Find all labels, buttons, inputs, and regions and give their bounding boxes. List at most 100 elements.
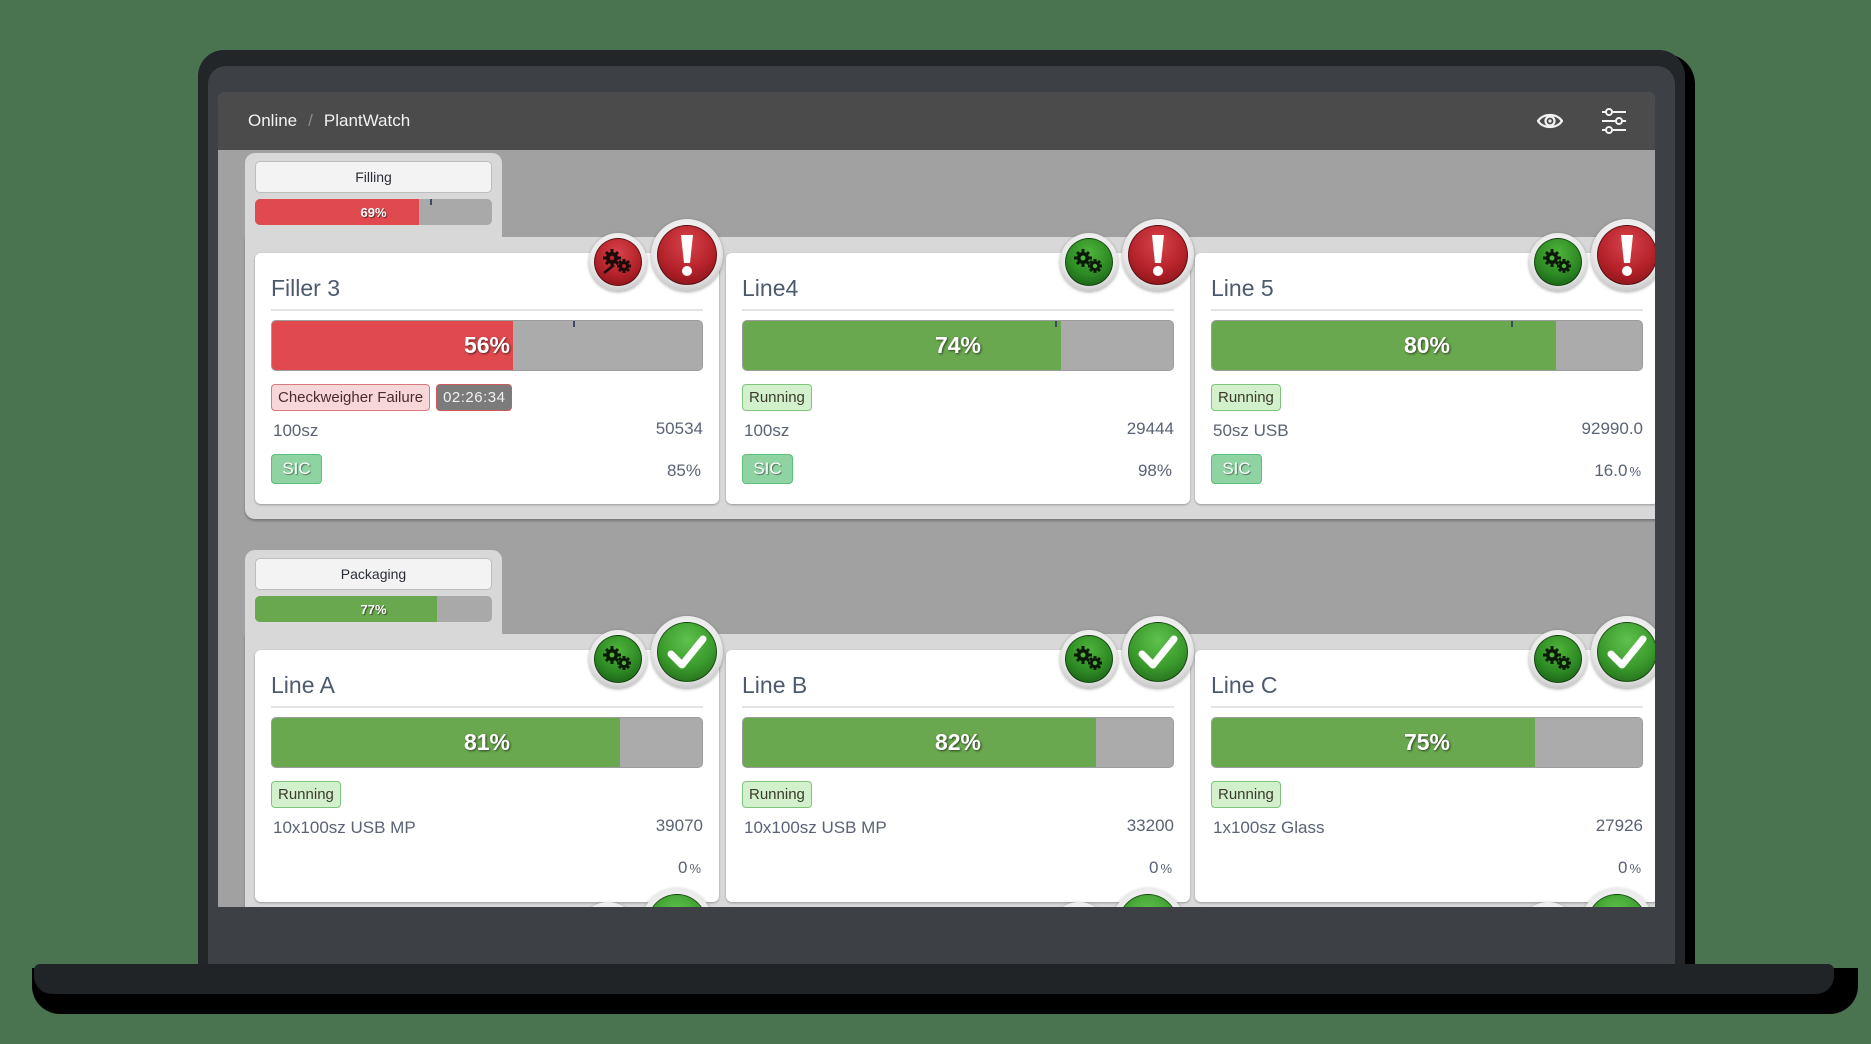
exclamation-icon (1621, 235, 1633, 276)
fault-badge: Checkweigher Failure (271, 384, 431, 411)
machine-status-button[interactable] (1529, 233, 1587, 291)
gears-ok-icon (1074, 646, 1102, 670)
production-count: 50534 (655, 419, 703, 438)
gears-ok-icon (603, 646, 631, 670)
line-progress-fill (743, 321, 1062, 370)
ratio-unit: % (1156, 461, 1172, 480)
settings-button[interactable] (1597, 106, 1631, 136)
toolbar-icons (1533, 106, 1631, 136)
sic-badge[interactable]: SIC (271, 454, 322, 484)
line-name: Filler 3 (271, 275, 341, 301)
production-count: 39070 (655, 816, 703, 835)
next-row-indicators-1 (579, 888, 713, 907)
machine-status-button[interactable] (589, 233, 647, 291)
ratio-value: 85% (667, 461, 701, 481)
ratio-value: 0% (1149, 858, 1172, 878)
machine-status-button[interactable] (1529, 630, 1587, 688)
line-progress-label: 81% (463, 729, 511, 755)
product-name: 10x100sz USB MP (744, 818, 887, 837)
alert-status-button[interactable] (651, 616, 723, 688)
ratio-unit: % (1160, 861, 1172, 876)
divider (742, 309, 1174, 311)
section-panel: Filler 3 56% Checkweigher Failure 02:26:… (245, 219, 1655, 519)
line-card-filler-3[interactable]: Filler 3 56% Checkweigher Failure 02:26:… (255, 219, 723, 504)
view-button[interactable] (1533, 106, 1567, 136)
ratio-number: 0 (677, 858, 688, 877)
status-badges: Checkweigher Failure 02:26:34 (271, 384, 513, 411)
downtime-timer-badge: 02:26:34 (436, 384, 513, 411)
ratio-unit: % (689, 861, 701, 876)
production-count: 29444 (1126, 419, 1174, 438)
alert-status-button[interactable] (641, 888, 713, 907)
line-progress-bar: 81% (271, 717, 703, 768)
line-progress-bar: 82% (742, 717, 1174, 768)
section-title-button[interactable]: Packaging (255, 558, 492, 590)
line-progress-label: 56% (463, 332, 511, 358)
line-card-line-a[interactable]: Line A 81% Running 10x100sz USB MP 39070… (255, 616, 723, 902)
machine-status-button[interactable] (589, 630, 647, 688)
checkmark-icon (1607, 635, 1647, 669)
ratio-number: 0 (1617, 858, 1628, 877)
line-card-line4[interactable]: Line4 74% Running 100sz 29444 SIC 98% (726, 219, 1194, 504)
section-progress-label: 77% (360, 601, 387, 617)
line-name: Line 5 (1211, 275, 1274, 301)
alert-status-button[interactable] (1591, 616, 1655, 688)
ratio-unit: % (1629, 861, 1641, 876)
running-badge: Running (742, 384, 812, 411)
section-header: Packaging 77% (245, 550, 502, 636)
line-card-line-5[interactable]: Line 5 80% Running 50sz USB 92990.0 SIC … (1195, 219, 1655, 504)
ratio-unit: % (685, 461, 701, 480)
sic-badge[interactable]: SIC (742, 454, 793, 484)
status-badges: Running (1211, 384, 1281, 411)
running-badge: Running (742, 781, 812, 808)
alert-status-button[interactable] (1122, 616, 1194, 688)
machine-status-button[interactable] (579, 902, 637, 907)
alert-status-button[interactable] (1581, 888, 1653, 907)
section-panel: Line A 81% Running 10x100sz USB MP 39070… (245, 616, 1655, 907)
alert-status-button[interactable] (1122, 219, 1194, 291)
running-badge: Running (1211, 781, 1281, 808)
top-bar: Online / PlantWatch (218, 92, 1655, 150)
machine-status-button[interactable] (1519, 902, 1577, 907)
sic-badge[interactable]: SIC (1211, 454, 1262, 484)
section-progress-bar: 77% (255, 596, 492, 622)
machine-status-button[interactable] (1060, 630, 1118, 688)
line-name: Line A (271, 672, 335, 698)
machine-status-button[interactable] (1050, 902, 1108, 907)
target-marker (1510, 321, 1513, 327)
section-progress-fill (255, 596, 438, 622)
section-header: Filling 69% (245, 153, 502, 239)
product-name: 50sz USB (1213, 421, 1289, 440)
line-progress-label: 74% (934, 332, 982, 358)
line-card-line-c[interactable]: Line C 75% Running 1x100sz Glass 27926 0… (1195, 616, 1655, 902)
status-indicators (1060, 616, 1194, 688)
line-card-line-b[interactable]: Line B 82% Running 10x100sz USB MP 33200… (726, 616, 1194, 902)
section-progress-label: 69% (360, 204, 387, 220)
alert-status-button[interactable] (651, 219, 723, 291)
breadcrumb-root[interactable]: Online (248, 111, 298, 130)
line-progress-label: 75% (1403, 729, 1451, 755)
breadcrumb: Online / PlantWatch (248, 111, 410, 131)
ratio-value: 16.0% (1594, 461, 1641, 481)
ratio-number: 98 (1137, 461, 1157, 480)
ratio-unit: % (1629, 464, 1641, 479)
ratio-value: 0% (678, 858, 701, 878)
line-name: Line4 (742, 275, 799, 301)
alert-status-button[interactable] (1112, 888, 1184, 907)
exclamation-icon (681, 235, 693, 276)
status-indicators (1529, 616, 1655, 688)
status-badges: Running (1211, 781, 1281, 808)
line-progress-bar: 74% (742, 320, 1174, 371)
next-row-indicators-3 (1519, 888, 1653, 907)
breadcrumb-current: PlantWatch (323, 111, 411, 130)
gears-ok-icon (1074, 249, 1102, 273)
section-title-button[interactable]: Filling (255, 161, 492, 193)
status-indicators (589, 219, 723, 291)
machine-status-button[interactable] (1060, 233, 1118, 291)
line-progress-fill (1212, 718, 1535, 767)
divider (1211, 309, 1643, 311)
app-screen: Online / PlantWatch (218, 92, 1655, 907)
alert-status-button[interactable] (1591, 219, 1655, 291)
ratio-number: 0 (1148, 858, 1159, 877)
checkmark-icon (1138, 635, 1178, 669)
